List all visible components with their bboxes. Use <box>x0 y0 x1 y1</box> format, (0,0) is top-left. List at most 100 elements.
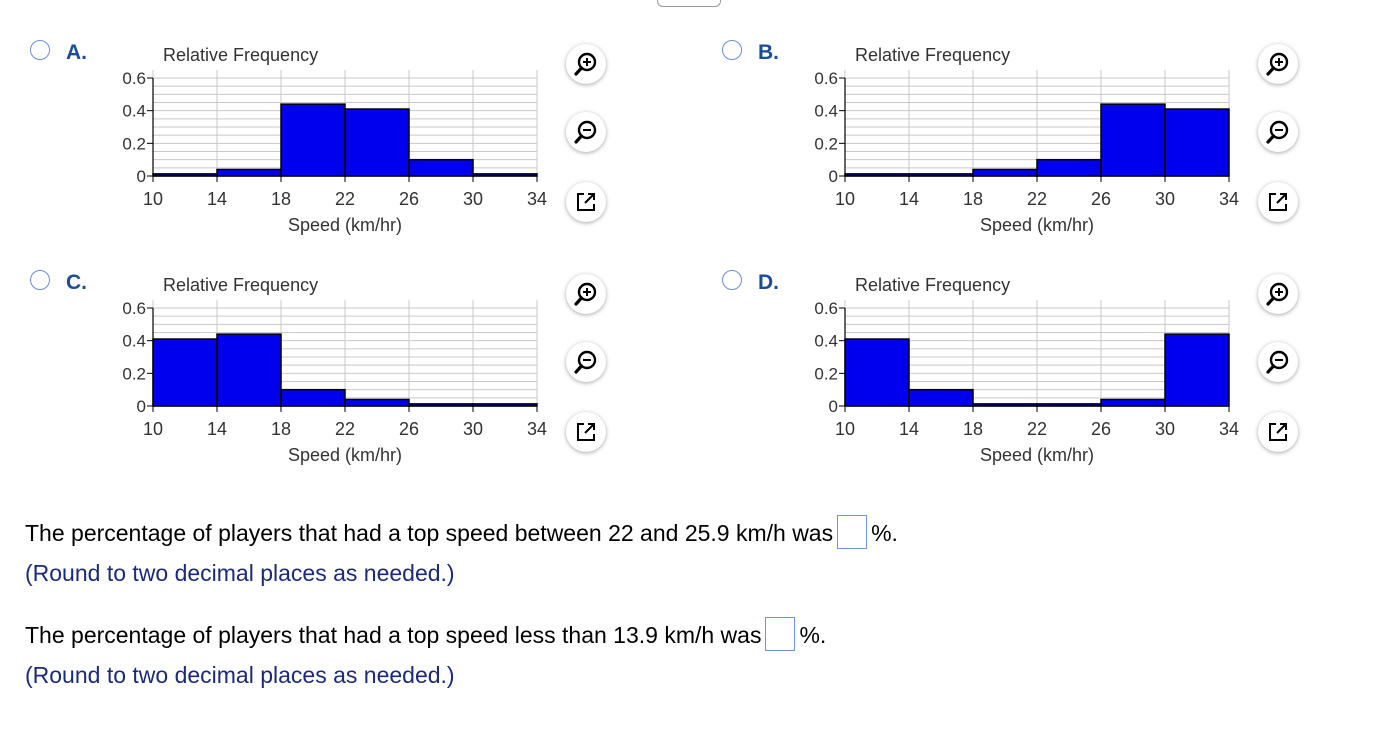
histogram-d: 0 0.2 0.4 0.6 10 14 18 22 26 30 34 Relative Frequen… <box>814 275 1239 465</box>
x-tick-label: 26 <box>1091 419 1111 439</box>
histogram-b: 0 0.2 0.4 0.6 10 14 18 22 26 30 34 Relative Frequen… <box>814 45 1239 235</box>
option-letter-c: C. <box>66 271 87 294</box>
histogram-bar <box>216 333 282 407</box>
y-tick-label: 0.6 <box>814 299 838 318</box>
y-tick-label: 0.2 <box>814 134 838 153</box>
x-tick-label: 18 <box>963 419 983 439</box>
x-tick-label: 30 <box>463 189 483 209</box>
histogram-bar <box>1100 103 1166 177</box>
x-tick-label: 26 <box>399 419 419 439</box>
popout-button-d[interactable] <box>1258 412 1298 452</box>
x-tick-label: 14 <box>207 189 227 209</box>
x-tick-label: 18 <box>271 419 291 439</box>
histogram-a: 0 0.2 0.4 0.6 10 14 18 22 26 30 34 Relative Frequen… <box>122 45 547 235</box>
popout-icon <box>1269 423 1287 441</box>
histogram-bar <box>280 103 346 177</box>
zoom-out-button-a[interactable] <box>566 112 606 152</box>
zoom-in-button-d[interactable] <box>1258 274 1298 314</box>
histogram-bar <box>972 168 1038 177</box>
histogram-bar <box>152 338 218 407</box>
x-tick-label: 10 <box>835 419 855 439</box>
x-tick-label: 22 <box>1027 189 1047 209</box>
histogram-bar <box>344 108 410 177</box>
option-letter-d: D. <box>758 271 779 294</box>
answer-input-1[interactable] <box>837 515 868 549</box>
x-tick-label: 22 <box>1027 419 1047 439</box>
y-tick-label: 0.2 <box>814 364 838 383</box>
y-tick-label: 0.4 <box>814 332 838 351</box>
popout-button-b[interactable] <box>1258 182 1298 222</box>
x-axis-title: Speed (km/hr) <box>288 445 402 465</box>
zoom-in-button-c[interactable] <box>566 274 606 314</box>
y-tick-label: 0.4 <box>814 102 838 121</box>
zoom-out-button-c[interactable] <box>566 342 606 382</box>
zoom-in-icon <box>574 52 597 76</box>
zoom-out-icon <box>1266 350 1289 374</box>
histogram-bar <box>1164 333 1230 407</box>
histogram-bar <box>408 158 474 177</box>
y-tick-label: 0.6 <box>122 69 146 88</box>
x-tick-label: 22 <box>335 419 355 439</box>
y-tick-label: 0.6 <box>122 299 146 318</box>
y-tick-label: 0.4 <box>122 332 146 351</box>
y-tick-label: 0.6 <box>814 69 838 88</box>
y-axis-title: Relative Frequency <box>855 45 1010 65</box>
popout-icon <box>577 423 595 441</box>
zoom-out-icon <box>574 350 597 374</box>
y-tick-label: 0 <box>137 167 146 186</box>
x-tick-label: 30 <box>1155 419 1175 439</box>
question-1-text: The percentage of players that had a top… <box>25 520 834 547</box>
y-axis-title: Relative Frequency <box>163 45 318 65</box>
x-axis-title: Speed (km/hr) <box>288 215 402 235</box>
answer-input-2[interactable] <box>765 617 796 651</box>
zoom-out-button-d[interactable] <box>1258 342 1298 382</box>
x-tick-label: 10 <box>143 189 163 209</box>
x-tick-label: 10 <box>143 419 163 439</box>
popout-icon <box>1269 193 1287 211</box>
zoom-in-button-b[interactable] <box>1258 44 1298 84</box>
y-tick-label: 0 <box>137 397 146 416</box>
radio-c[interactable] <box>30 270 50 290</box>
popout-button-c[interactable] <box>566 412 606 452</box>
histogram-bar <box>216 168 282 177</box>
x-tick-label: 30 <box>1155 189 1175 209</box>
histogram-bar <box>280 388 346 407</box>
x-axis-title: Speed (km/hr) <box>980 445 1094 465</box>
x-tick-label: 18 <box>271 189 291 209</box>
question-1-unit: %. <box>871 520 898 547</box>
y-tick-label: 0 <box>829 397 838 416</box>
radio-d[interactable] <box>722 270 742 290</box>
y-tick-label: 0.2 <box>122 134 146 153</box>
option-letter-a: A. <box>66 41 87 64</box>
x-tick-label: 10 <box>835 189 855 209</box>
question-1: The percentage of players that had a top… <box>25 515 898 552</box>
radio-b[interactable] <box>722 40 742 60</box>
x-tick-label: 14 <box>899 189 919 209</box>
histogram-bar <box>844 338 910 407</box>
question-2: The percentage of players that had a top… <box>25 617 827 654</box>
x-tick-label: 34 <box>1219 189 1239 209</box>
zoom-in-icon <box>574 282 597 306</box>
zoom-in-icon <box>1266 52 1289 76</box>
histogram-c: 0 0.2 0.4 0.6 10 14 18 22 26 30 34 Relative Frequen… <box>122 275 547 465</box>
zoom-out-button-b[interactable] <box>1258 112 1298 152</box>
histogram-bar <box>908 388 974 407</box>
zoom-in-icon <box>1266 282 1289 306</box>
x-tick-label: 14 <box>899 419 919 439</box>
histogram-bar <box>1100 398 1166 407</box>
question-2-hint: (Round to two decimal places as needed.) <box>25 662 455 688</box>
zoom-in-button-a[interactable] <box>566 44 606 84</box>
x-tick-label: 34 <box>527 189 547 209</box>
x-tick-label: 22 <box>335 189 355 209</box>
x-axis-title: Speed (km/hr) <box>980 215 1094 235</box>
popout-icon <box>577 193 595 211</box>
y-axis-title: Relative Frequency <box>163 275 318 295</box>
radio-a[interactable] <box>30 40 50 60</box>
x-tick-label: 34 <box>1219 419 1239 439</box>
x-tick-label: 18 <box>963 189 983 209</box>
option-b: B. 0 0.2 0.4 0.6 10 14 18 22 26 30 34 Relative Freq… <box>692 0 1382 235</box>
popout-button-a[interactable] <box>566 182 606 222</box>
x-tick-label: 30 <box>463 419 483 439</box>
question-2-unit: %. <box>799 622 827 649</box>
option-d: D. 0 0.2 0.4 0.6 10 14 18 22 26 30 34 Relative Freq… <box>692 230 1382 465</box>
